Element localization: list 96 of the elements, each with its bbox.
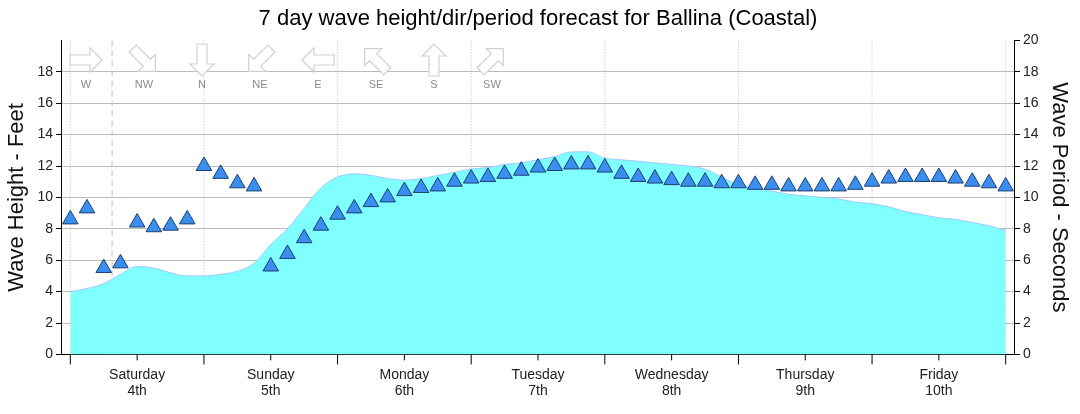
annotation: SW xyxy=(482,78,502,91)
point xyxy=(529,158,547,173)
y-axis-title: Wave Height - Feet xyxy=(3,103,29,292)
point xyxy=(880,169,898,184)
x-tick-label: Saturday 4th xyxy=(109,365,166,399)
y-tick-label: 16 xyxy=(37,94,54,111)
point xyxy=(763,175,781,190)
y2-tick-label: 14 xyxy=(1023,125,1039,142)
point xyxy=(546,156,563,171)
point xyxy=(746,175,764,190)
point xyxy=(379,187,396,203)
point xyxy=(963,172,981,187)
point xyxy=(279,244,296,259)
point xyxy=(579,154,597,170)
annotation: NW xyxy=(133,78,155,91)
x-tick-label: Thursday 9th xyxy=(776,365,835,399)
point xyxy=(997,176,1014,192)
point xyxy=(429,176,447,192)
point xyxy=(930,167,948,182)
chart-title: 7 day wave height/dir/period forecast for Ballina (Coastal) xyxy=(258,5,818,31)
y2-axis-title: Wave Period - Seconds xyxy=(1047,82,1073,313)
point xyxy=(796,176,814,192)
annotation: W xyxy=(79,78,93,91)
point xyxy=(847,175,864,190)
y2-tick-label: 10 xyxy=(1023,188,1039,205)
point xyxy=(680,172,697,187)
point xyxy=(112,253,129,269)
point xyxy=(345,198,363,214)
point xyxy=(145,217,163,233)
point xyxy=(813,176,831,192)
point xyxy=(713,173,731,189)
y2-tick-label: 6 xyxy=(1023,251,1032,268)
point xyxy=(446,172,463,187)
annotation: E xyxy=(313,78,323,91)
y2-tick-label: 18 xyxy=(1023,62,1039,79)
point xyxy=(312,216,330,231)
y-tick-label: 2 xyxy=(45,313,54,330)
y-tick-label: 14 xyxy=(37,125,54,142)
point xyxy=(780,176,797,192)
y2-tick-label: 0 xyxy=(1023,345,1032,362)
y2-tick-label: 4 xyxy=(1023,282,1032,299)
point xyxy=(613,164,630,179)
y2-tick-label: 16 xyxy=(1023,94,1039,111)
point xyxy=(329,205,346,220)
point xyxy=(646,169,664,184)
annotation: NE xyxy=(251,78,269,91)
point xyxy=(128,213,146,228)
annotation: S xyxy=(429,78,439,91)
point xyxy=(563,154,580,170)
point xyxy=(195,156,213,171)
y-tick-label: 10 xyxy=(37,188,54,205)
point xyxy=(863,172,881,187)
point xyxy=(295,228,313,244)
point xyxy=(78,198,96,214)
y-tick-label: 18 xyxy=(37,62,54,79)
y2-tick-label: 2 xyxy=(1023,313,1032,330)
point xyxy=(479,167,497,182)
point xyxy=(178,209,196,225)
point xyxy=(95,258,113,274)
point xyxy=(362,192,380,208)
y-tick-label: 8 xyxy=(45,219,54,236)
point xyxy=(229,173,246,189)
point xyxy=(212,164,229,179)
point xyxy=(62,209,79,225)
point xyxy=(980,173,998,189)
point xyxy=(629,167,647,182)
annotation: SE xyxy=(367,78,385,91)
x-tick-label: Wednesday 8th xyxy=(634,365,709,399)
y2-tick-label: 12 xyxy=(1023,156,1039,173)
point xyxy=(412,178,430,193)
point xyxy=(513,161,530,176)
point xyxy=(913,167,931,182)
y-tick-label: 12 xyxy=(37,156,54,173)
point xyxy=(947,169,964,184)
point xyxy=(830,176,847,192)
point xyxy=(262,256,280,272)
annotation: N xyxy=(197,78,207,91)
y2-tick-label: 8 xyxy=(1023,219,1032,236)
y-tick-label: 4 xyxy=(45,282,54,299)
y-tick-label: 6 xyxy=(45,251,54,268)
point xyxy=(162,216,179,231)
point xyxy=(596,158,614,173)
point xyxy=(663,170,680,186)
point xyxy=(730,173,747,189)
x-tick-label: Tuesday 7th xyxy=(511,365,565,399)
point xyxy=(396,181,413,197)
y-tick-label: 0 xyxy=(45,345,54,362)
x-tick-label: Sunday 5th xyxy=(247,365,295,399)
point xyxy=(897,167,914,182)
point xyxy=(496,164,513,179)
y2-tick-label: 20 xyxy=(1023,31,1039,48)
point xyxy=(696,172,714,187)
point xyxy=(245,176,263,192)
point xyxy=(462,169,480,184)
x-tick-label: Friday 10th xyxy=(919,365,959,399)
x-tick-label: Monday 6th xyxy=(379,365,430,399)
